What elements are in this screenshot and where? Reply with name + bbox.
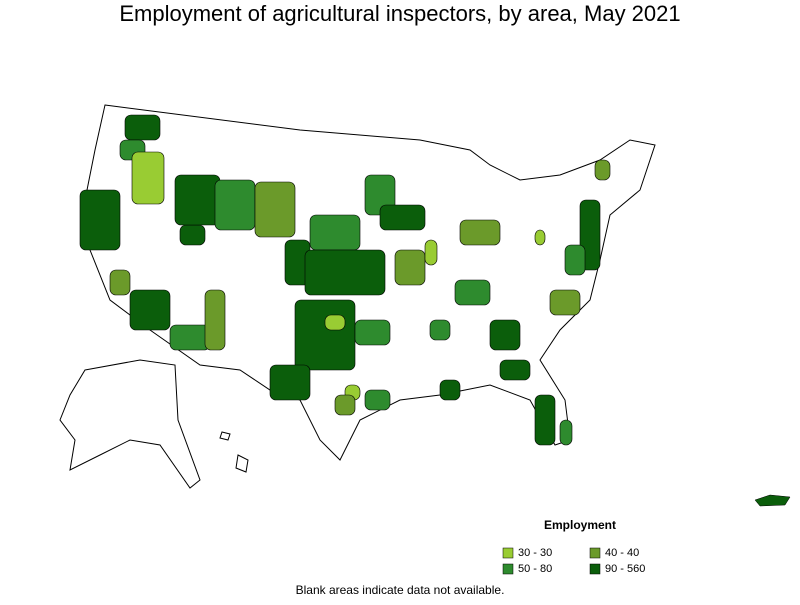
area — [129, 289, 171, 331]
area — [499, 359, 531, 381]
legend-swatch — [502, 563, 514, 575]
title: Employment of agricultural inspectors, b… — [119, 1, 680, 26]
area — [174, 174, 221, 226]
legend-label: 90 - 560 — [605, 563, 645, 575]
area — [214, 179, 256, 231]
legend-label: 50 - 80 — [518, 563, 552, 575]
area — [459, 219, 501, 246]
area — [204, 289, 226, 351]
legend-swatch — [502, 547, 514, 559]
area — [394, 249, 426, 286]
area — [179, 224, 206, 246]
puerto-rico — [754, 494, 791, 507]
legend-label: 30 - 30 — [518, 547, 552, 559]
area — [424, 239, 438, 266]
area — [429, 319, 451, 341]
alaska — [59, 359, 201, 489]
area — [379, 204, 426, 231]
area — [559, 419, 573, 446]
area — [79, 189, 121, 251]
area — [309, 214, 361, 251]
area — [354, 319, 391, 346]
area — [534, 229, 546, 246]
legend-label: 40 - 40 — [605, 547, 639, 559]
legend-swatch — [589, 547, 601, 559]
area — [334, 394, 356, 416]
area — [454, 279, 491, 306]
area — [564, 244, 586, 276]
hawaii — [219, 431, 231, 441]
area — [594, 159, 611, 181]
note: Blank areas indicate data not available. — [296, 583, 505, 597]
area — [364, 389, 391, 411]
area — [131, 151, 165, 205]
area — [534, 394, 556, 446]
legend-title: Employment — [544, 518, 616, 532]
area — [124, 114, 161, 141]
area — [324, 314, 346, 331]
area — [169, 324, 211, 351]
area — [109, 269, 131, 296]
area — [549, 289, 581, 316]
area — [294, 299, 356, 371]
legend-swatch — [589, 563, 601, 575]
area — [439, 379, 461, 401]
area — [489, 319, 521, 351]
area — [304, 249, 386, 296]
area — [269, 364, 311, 401]
area — [254, 181, 296, 238]
hawaii-big-island — [235, 454, 249, 473]
